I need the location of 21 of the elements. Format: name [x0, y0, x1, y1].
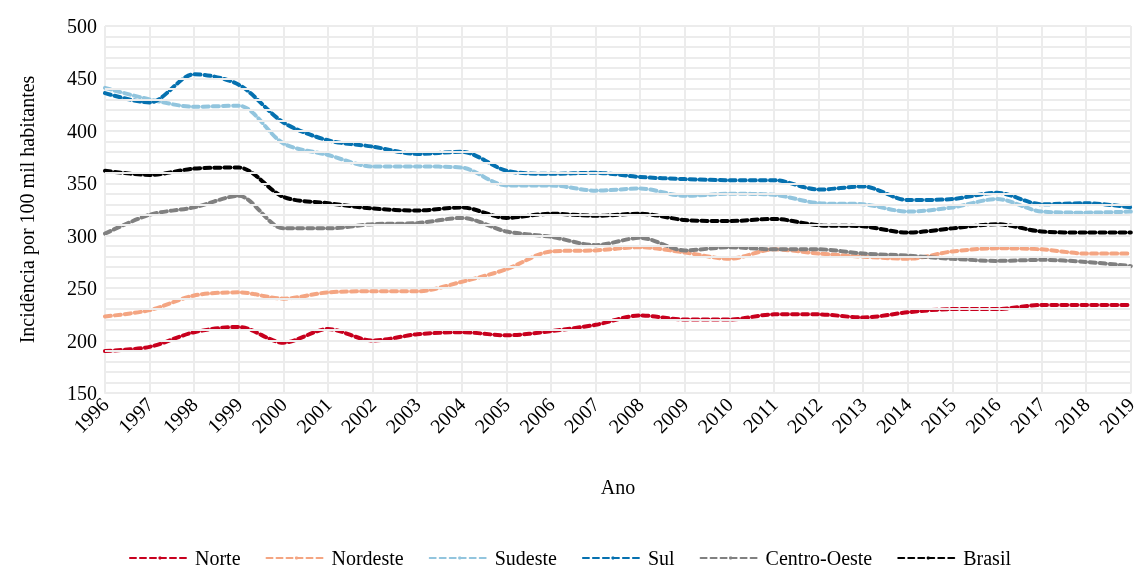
y-tick-label: 400 — [67, 119, 97, 142]
y-axis-title: Incidência por 100 mil habitantes — [16, 75, 39, 344]
x-tick-label: 1999 — [202, 393, 247, 438]
legend-label: Brasil — [963, 547, 1012, 569]
y-tick-label: 450 — [67, 67, 97, 90]
line-series — [103, 193, 1133, 269]
y-tick-label: 500 — [67, 15, 97, 37]
line-series — [103, 165, 1133, 235]
y-tick-label: 250 — [67, 277, 97, 300]
y-tick-label: 200 — [67, 329, 97, 352]
x-tick-label: 1998 — [158, 393, 202, 438]
y-tick-label: 150 — [67, 382, 97, 404]
legend-label: Sul — [647, 547, 676, 569]
legend-label: Centro-Oeste — [765, 547, 873, 569]
x-axis-title: Ano — [600, 476, 636, 498]
y-tick-label: 300 — [67, 224, 97, 247]
x-tick-label: 2011 — [738, 393, 782, 437]
y-tick-label: 350 — [67, 172, 97, 195]
legend-label: Norte — [194, 547, 241, 569]
legend-label: Sudeste — [494, 547, 558, 569]
legend-label: Nordeste — [331, 547, 404, 569]
